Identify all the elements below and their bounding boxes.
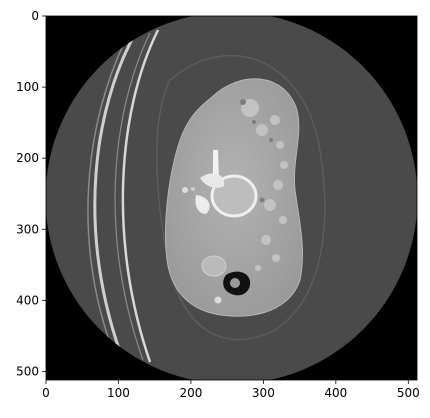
y-tick-label: 500 — [16, 364, 39, 378]
y-tick-label: 400 — [16, 293, 39, 307]
rectal-gas — [214, 271, 251, 304]
skin-contour — [156, 54, 326, 341]
y-axis: 0 100 200 300 400 500 — [16, 9, 46, 378]
table-line-mid — [87, 34, 129, 349]
table-line-inner2 — [114, 32, 151, 361]
x-tick-label: 400 — [324, 386, 347, 400]
x-tick-label: 500 — [397, 386, 420, 400]
x-axis: 0 100 200 300 400 500 — [42, 380, 420, 400]
table-line-inner — [121, 29, 160, 363]
vertebra — [182, 150, 258, 218]
organ-left — [201, 255, 227, 277]
x-tick-label: 200 — [179, 386, 202, 400]
x-tick-label: 0 — [42, 386, 50, 400]
y-tick-label: 300 — [16, 222, 39, 236]
x-tick-label: 300 — [252, 386, 275, 400]
bowel-dark-spots — [240, 99, 273, 203]
y-tick-label: 200 — [16, 151, 39, 165]
y-tick-label: 100 — [16, 80, 39, 94]
table-line-outer — [93, 29, 139, 353]
y-tick-label: 0 — [31, 9, 39, 23]
axes-frame — [45, 15, 418, 381]
x-tick-label: 100 — [107, 386, 130, 400]
ct-image — [46, 16, 417, 380]
